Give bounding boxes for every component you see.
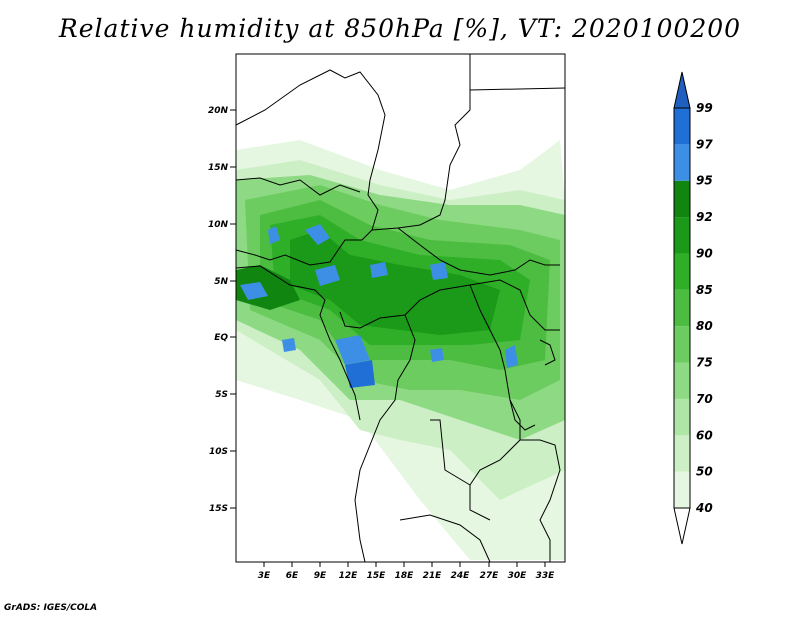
lat-label: 20N xyxy=(208,106,229,116)
colorbar-label: 80 xyxy=(696,319,713,333)
colorbar-min-triangle xyxy=(673,507,691,545)
colorbar-label: 50 xyxy=(696,465,713,479)
lon-label: 6E xyxy=(286,571,299,581)
lon-label: 30E xyxy=(508,571,528,581)
colorbar-label: 85 xyxy=(696,283,713,297)
colorbar-label: 97 xyxy=(696,137,713,151)
lat-label: 5S xyxy=(215,390,228,400)
colorbar-outline xyxy=(673,107,691,509)
borders xyxy=(235,54,566,563)
map-title: Relative humidity at 850hPa [%], VT: 202… xyxy=(58,14,742,43)
colorbar-label: 95 xyxy=(696,174,713,188)
colorbar-segment xyxy=(674,180,690,218)
colorbar-label: 99 xyxy=(696,101,713,115)
lon-label: 15E xyxy=(367,571,387,581)
humidity-field xyxy=(236,140,565,560)
grads-credit: GrADS: IGES/COLA xyxy=(4,603,98,613)
lon-label: 12E xyxy=(339,571,359,581)
map-panel: 20N 15N 10N 5N EQ 5S 10S 15S 3E 6E 9E 12… xyxy=(208,53,566,581)
lon-label: 33E xyxy=(536,571,556,581)
colorbar-max-triangle xyxy=(673,71,691,109)
lon-label: 9E xyxy=(314,571,327,581)
lon-label: 21E xyxy=(423,571,443,581)
colorbar-segment xyxy=(674,435,690,472)
colorbar-segment xyxy=(674,471,690,508)
lon-label: 24E xyxy=(451,571,471,581)
lat-axis: 20N 15N 10N 5N EQ 5S 10S 15S xyxy=(208,106,236,514)
lat-label: 10N xyxy=(208,220,229,230)
colorbar-segment xyxy=(674,144,690,181)
lon-label: 18E xyxy=(395,571,415,581)
lon-axis: 3E 6E 9E 12E 15E 18E 21E 24E 27E 30E 33E xyxy=(258,562,555,581)
colorbar-segment xyxy=(674,217,690,254)
colorbar-label: 70 xyxy=(696,392,713,406)
colorbar-segment xyxy=(674,398,690,436)
colorbar-segment xyxy=(674,108,690,145)
colorbar-label: 75 xyxy=(696,356,713,370)
lat-label: 10S xyxy=(209,447,228,457)
lat-label: 5N xyxy=(214,277,228,287)
colorbar-label: 40 xyxy=(695,501,713,515)
lon-label: 3E xyxy=(258,571,271,581)
colorbar-segment xyxy=(674,326,690,363)
lon-label: 27E xyxy=(480,571,500,581)
colorbar-segment xyxy=(674,362,690,399)
lat-label: 15S xyxy=(209,504,228,514)
lat-label: 15N xyxy=(208,163,229,173)
colorbar-segment xyxy=(674,289,690,327)
lat-label: EQ xyxy=(214,333,228,343)
colorbar-label: 90 xyxy=(696,246,713,260)
colorbar-label: 60 xyxy=(696,428,713,442)
colorbar-legend: 40 50 60 70 75 80 85 90 92 95 97 99 xyxy=(673,71,713,545)
colorbar-label: 92 xyxy=(696,210,713,224)
colorbar-segment xyxy=(674,253,690,290)
